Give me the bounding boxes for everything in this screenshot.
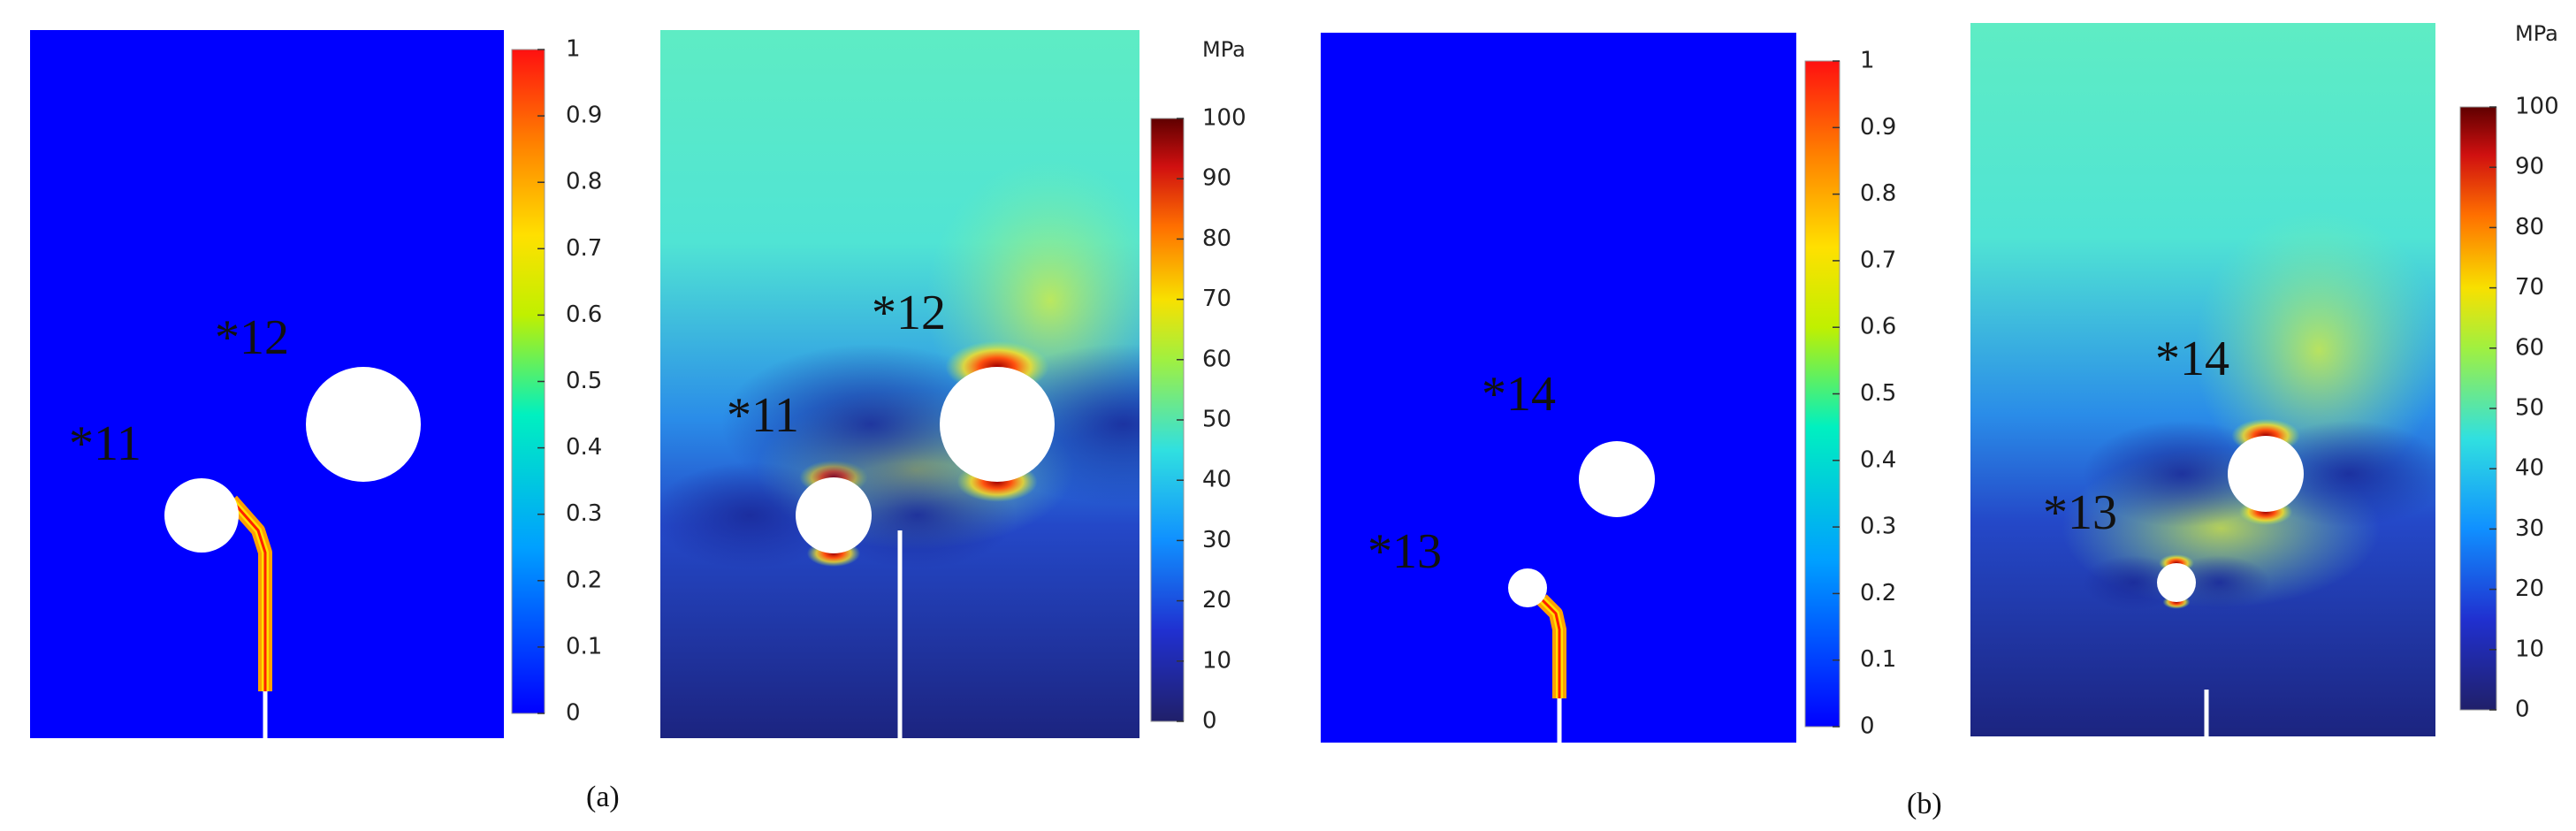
colorbar-tick-label: 10 [1202, 647, 1231, 674]
colorbar-tick-label: 90 [1202, 165, 1231, 192]
hole-label: *11 [69, 416, 141, 471]
hole-label: *12 [215, 310, 289, 365]
hole [306, 367, 421, 482]
field [660, 30, 1139, 738]
colorbar-tick-label: 20 [2515, 576, 2544, 602]
colorbar [1150, 118, 1185, 722]
caption: (a) [586, 781, 620, 813]
colorbar-tick-label: 60 [1202, 346, 1231, 372]
colorbar-tick-label: 0.3 [566, 500, 602, 527]
colorbar-tick-label: 90 [2515, 154, 2544, 180]
colorbar-tick-label: 0.7 [1860, 247, 1896, 273]
colorbar-tick-label: 40 [2515, 455, 2544, 482]
colorbar-tick-label: 0 [566, 700, 581, 727]
cold-zone [2083, 420, 2282, 528]
hole-label: *13 [1368, 524, 1442, 579]
cold-zone [2250, 420, 2435, 528]
colorbar-tick-label: 20 [1202, 587, 1231, 614]
cold-zone [2168, 555, 2270, 610]
colorbar-tick-label: 0.2 [1860, 580, 1896, 606]
colorbar-unit: MPa [1202, 37, 1246, 62]
hole-label: *14 [2155, 332, 2229, 386]
panels: *11 *12 0 0.1 0.2 0.3 0.4 0.5 0.6 0.7 0.8 0.9 1 *11 *1… [30, 21, 2559, 820]
field [30, 30, 504, 738]
hole [796, 477, 872, 553]
hole [164, 478, 239, 553]
hole [940, 367, 1055, 482]
colorbar-tick-label: 30 [2515, 515, 2544, 542]
colorbar-tick-label: 1 [1860, 48, 1875, 74]
colorbar-tick-label: 30 [1202, 527, 1231, 553]
colorbar-tick-label: 0.8 [566, 169, 602, 195]
colorbar-tick-label: 50 [1202, 407, 1231, 433]
cold-zone [721, 344, 1020, 505]
colorbar-tick-label: 10 [2515, 636, 2544, 662]
colorbar-tick-label: 0.5 [566, 368, 602, 394]
colorbar-tick-label: 0.4 [1860, 446, 1896, 473]
crack-center [1540, 598, 1561, 698]
colorbar-tick-label: 0.5 [1860, 380, 1896, 407]
hole-label: *14 [1482, 367, 1556, 422]
colorbar-tick-label: 0 [1202, 708, 1217, 735]
colorbar-tick-label: 0 [1860, 713, 1875, 740]
colorbar-tick-label: 80 [2515, 214, 2544, 240]
colorbar-tick-label: 80 [1202, 225, 1231, 252]
cold-zone [2083, 555, 2184, 610]
field [1321, 33, 1796, 743]
colorbar-tick-label: 0.9 [1860, 114, 1896, 141]
colorbar-tick-label: 0.6 [1860, 314, 1896, 340]
hole-label: *12 [872, 286, 946, 340]
hole [1579, 441, 1655, 517]
colorbar-tick-label: 1 [566, 36, 581, 63]
colorbar-tick-label: 70 [2515, 274, 2544, 301]
colorbar-tick-label: 0.1 [1860, 646, 1896, 673]
hole-label: *13 [2043, 485, 2117, 540]
colorbar-tick-label: 0.3 [1860, 514, 1896, 540]
field [1970, 23, 2435, 736]
colorbar-tick-label: 0.2 [566, 567, 602, 593]
hole [2228, 436, 2304, 512]
hole-label: *11 [727, 388, 799, 443]
colorbar-tick-label: 0.9 [566, 103, 602, 129]
hole [1508, 568, 1547, 607]
colorbar-tick-label: 0.8 [1860, 180, 1896, 207]
colorbar-tick-label: 60 [2515, 334, 2544, 361]
colorbar-tick-label: 40 [1202, 467, 1231, 493]
colorbar-tick-label: 100 [1202, 105, 1246, 132]
caption: (b) [1907, 788, 1942, 820]
colorbar-tick-label: 70 [1202, 286, 1231, 312]
colorbar-tick-label: 0.7 [566, 235, 602, 262]
colorbar-tick-label: 0 [2515, 697, 2530, 723]
crack-center [230, 499, 267, 691]
colorbar-tick-label: 0.6 [566, 301, 602, 328]
colorbar-tick-label: 0.1 [566, 633, 602, 659]
colorbar-tick-label: 0.4 [566, 434, 602, 461]
hole [2157, 563, 2196, 602]
colorbar-tick-label: 50 [2515, 395, 2544, 422]
colorbar-tick-label: 100 [2515, 94, 2559, 120]
colorbar-unit: MPa [2515, 21, 2558, 46]
